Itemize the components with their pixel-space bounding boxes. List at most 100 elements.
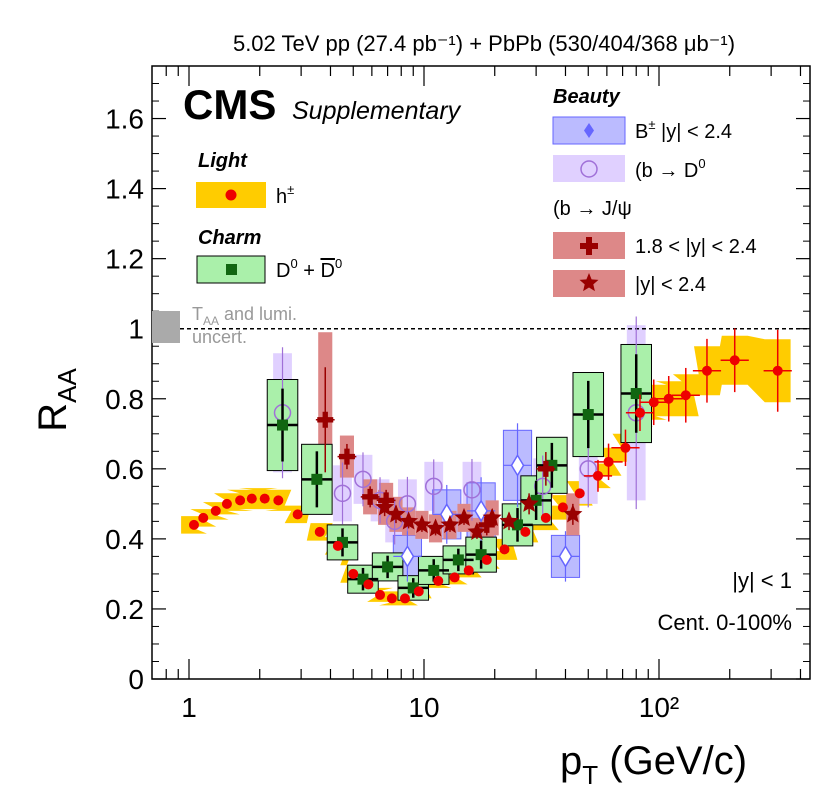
- h-marker: [772, 365, 783, 376]
- x-tick-label: 1: [181, 692, 197, 723]
- jpsi-mid-marker: [519, 493, 539, 512]
- h-marker: [413, 586, 424, 597]
- h-marker: [648, 397, 659, 408]
- h-marker: [235, 495, 246, 506]
- legend-h-marker: [225, 189, 237, 201]
- d0-marker: [428, 564, 440, 576]
- h-marker: [449, 572, 460, 583]
- y-tick-label: 1.6: [105, 104, 144, 135]
- d0-marker: [337, 536, 349, 548]
- y-tick-label: 0.2: [105, 594, 144, 625]
- d0-marker: [582, 409, 594, 421]
- annotation-eta: |y| < 1: [732, 568, 792, 593]
- legend-beauty-header: Beauty: [553, 86, 621, 108]
- h-marker: [557, 502, 568, 513]
- taa-label-line2: uncert.: [192, 327, 247, 347]
- x-tick-label: 10: [408, 692, 439, 723]
- d0-marker: [277, 419, 289, 431]
- h-marker: [463, 565, 474, 576]
- h-marker: [332, 540, 343, 551]
- legend-btod0-swatch: [553, 155, 625, 182]
- jpsi-mid-marker: [399, 511, 419, 530]
- y-tick-label: 0.6: [105, 454, 144, 485]
- legend-light-header: Light: [198, 150, 248, 172]
- legend-d0-marker: [226, 264, 237, 275]
- annotation-cent: Cent. 0-100%: [657, 610, 792, 635]
- btod0-marker: [398, 495, 417, 513]
- legend-btod0-marker: [580, 160, 598, 178]
- legend-jpsi-header: (b → J/ψ: [553, 198, 632, 220]
- tick-layer: 0 0.2 0.4 0.6 0.8 1 1.2 1.4 1.6 1 10 10²: [105, 66, 810, 723]
- h-marker: [540, 512, 551, 523]
- y-axis-title-r: R: [31, 403, 75, 432]
- x-axis-title: pT (GeV/c): [560, 739, 747, 790]
- legend-d0-plus: +: [298, 260, 321, 282]
- h-marker: [198, 512, 209, 523]
- h-marker: [680, 390, 691, 401]
- h-marker: [221, 498, 232, 509]
- h-marker: [520, 526, 531, 537]
- h-marker: [188, 519, 199, 530]
- h-marker: [386, 593, 397, 604]
- jpsi-mid-marker: [375, 497, 395, 516]
- chart-title: 5.02 TeV pp (27.4 pb⁻¹) + PbPb (530/404/…: [233, 31, 735, 56]
- d0-marker: [630, 388, 642, 400]
- bplus-marker: [474, 499, 488, 523]
- y-tick-label: 1: [128, 314, 144, 345]
- y-tick-label: 0.4: [105, 524, 144, 555]
- d0-marker: [357, 573, 369, 585]
- jpsi-fwd-marker: [317, 411, 334, 428]
- legend-bplus-rest: |y| < 2.4: [655, 121, 732, 143]
- btod0-marker: [579, 460, 598, 478]
- h-marker: [246, 493, 257, 504]
- h-marker: [292, 509, 303, 520]
- h-marker: [574, 488, 585, 499]
- h-marker: [259, 493, 270, 504]
- jpsi-fwd-marker: [378, 492, 395, 509]
- h-marker: [399, 593, 410, 604]
- x-axis-title-unit: (GeV/c): [598, 739, 747, 783]
- legend-d0bar: D: [320, 260, 334, 282]
- h-marker: [729, 355, 740, 366]
- h-marker: [363, 579, 374, 590]
- taa-label-rest: and lumi.: [219, 304, 297, 324]
- h-marker: [634, 407, 645, 418]
- h-marker: [603, 456, 614, 467]
- taa-uncertainty-box: [152, 311, 180, 343]
- h-marker: [348, 568, 359, 579]
- d0-marker: [311, 473, 323, 485]
- legend-jpsi-mid-label: |y| < 2.4: [635, 274, 706, 296]
- legend-bplus-label: B± |y| < 2.4: [635, 117, 732, 143]
- d0-marker: [546, 459, 558, 471]
- h-marker: [620, 442, 631, 453]
- bplus-marker: [510, 453, 525, 477]
- jpsi-mid-marker: [426, 518, 446, 537]
- legend-jpsi-mid-marker: [579, 273, 599, 292]
- jpsi-fwd-marker: [537, 460, 554, 477]
- legend-bplus-sup: ±: [648, 117, 655, 132]
- jpsi-fwd-marker: [362, 488, 379, 505]
- btod0-marker: [333, 484, 352, 503]
- h-marker: [433, 575, 444, 586]
- legend-jpsi-fwd-label: 1.8 < |y| < 2.4: [635, 236, 757, 258]
- y-tick-label: 1.2: [105, 244, 144, 275]
- cms-label: CMS: [183, 81, 276, 128]
- h-marker: [499, 544, 510, 555]
- jpsi-fwd-marker: [338, 448, 355, 465]
- y-axis-title-sub: AA: [52, 368, 82, 403]
- jpsi-mid-marker: [482, 507, 502, 526]
- points-layer: [188, 316, 792, 604]
- jpsi-mid-marker: [386, 504, 406, 523]
- y-tick-label: 0.8: [105, 384, 144, 415]
- d0-marker: [475, 549, 487, 561]
- x-axis-title-p: p: [560, 739, 582, 783]
- legend-btod0-label: (b → D0: [635, 156, 706, 182]
- d0-marker: [407, 582, 419, 594]
- bplus-marker: [400, 544, 415, 568]
- legend-jpsi-fwd-marker: [580, 237, 598, 255]
- jpsi-mid-marker: [412, 514, 432, 533]
- legend-h-sup: ±: [287, 182, 294, 197]
- btod0-marker: [424, 477, 443, 496]
- btod0-marker: [354, 470, 372, 489]
